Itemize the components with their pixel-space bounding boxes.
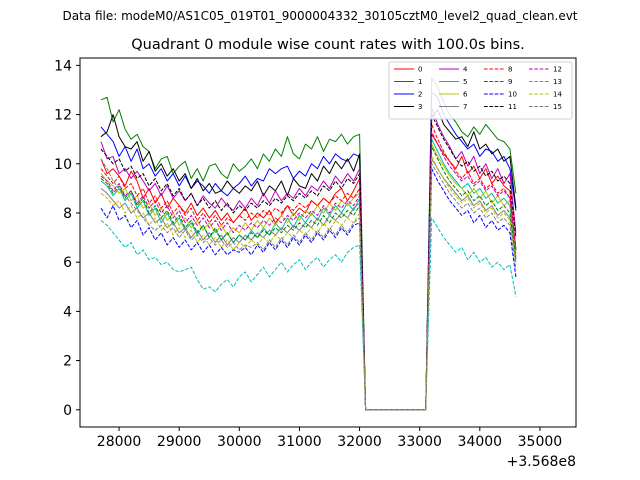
plot-lines bbox=[100, 77, 517, 411]
x-tick-label: 33000 bbox=[397, 434, 442, 450]
legend-label-12: 12 bbox=[553, 66, 562, 74]
series-line-4 bbox=[100, 106, 517, 411]
y-tick-label: 10 bbox=[54, 157, 72, 173]
series-line-6 bbox=[100, 143, 517, 411]
series-line-8 bbox=[100, 123, 517, 411]
series-line-1 bbox=[100, 77, 517, 411]
legend-label-9: 9 bbox=[508, 78, 512, 86]
legend-label-5: 5 bbox=[463, 78, 467, 86]
legend-label-2: 2 bbox=[418, 91, 422, 99]
legend-label-15: 15 bbox=[553, 103, 562, 111]
legend-label-11: 11 bbox=[508, 103, 517, 111]
series-line-14 bbox=[100, 155, 517, 411]
x-axis: 28000 29000 30000 31000 32000 33000 34000 35000 bbox=[97, 427, 562, 450]
x-tick-label: 35000 bbox=[518, 434, 563, 450]
legend-label-13: 13 bbox=[553, 78, 562, 86]
x-tick-label: 31000 bbox=[277, 434, 322, 450]
y-tick-label: 12 bbox=[54, 108, 72, 124]
y-tick-label: 4 bbox=[63, 304, 72, 320]
plot-frame bbox=[79, 57, 577, 428]
y-tick-label: 8 bbox=[63, 206, 72, 222]
y-tick-label: 0 bbox=[63, 403, 72, 419]
legend-label-10: 10 bbox=[508, 91, 517, 99]
series-line-9 bbox=[100, 146, 517, 411]
series-line-0 bbox=[100, 133, 517, 411]
series-line-13 bbox=[100, 217, 517, 411]
legend-label-14: 14 bbox=[553, 91, 562, 99]
series-line-2 bbox=[100, 91, 517, 411]
chart-title: Quadrant 0 module wise count rates with … bbox=[131, 37, 525, 53]
legend-label-8: 8 bbox=[508, 66, 512, 74]
y-tick-label: 6 bbox=[63, 255, 72, 271]
legend-label-0: 0 bbox=[418, 66, 422, 74]
series-line-10 bbox=[100, 168, 517, 411]
series-line-5 bbox=[100, 138, 517, 411]
x-tick-label: 30000 bbox=[217, 434, 262, 450]
legend-box bbox=[388, 61, 573, 120]
series-line-11 bbox=[100, 114, 517, 411]
figure-suptitle: Data file: modeM0/AS1C05_019T01_90000043… bbox=[62, 9, 577, 23]
series-line-7 bbox=[100, 158, 517, 411]
legend-label-3: 3 bbox=[418, 103, 422, 111]
x-offset-label: +3.568e8 bbox=[507, 454, 576, 470]
legend-label-4: 4 bbox=[463, 66, 468, 74]
x-tick-label: 28000 bbox=[97, 434, 142, 450]
x-tick-label: 32000 bbox=[337, 434, 382, 450]
x-tick-label: 29000 bbox=[157, 434, 202, 450]
legend-label-7: 7 bbox=[463, 103, 467, 111]
y-tick-label: 2 bbox=[63, 354, 72, 370]
legend-label-6: 6 bbox=[463, 91, 468, 99]
y-axis: 0 2 4 6 8 10 12 14 bbox=[54, 58, 80, 419]
series-line-15 bbox=[100, 158, 517, 411]
legend-label-1: 1 bbox=[418, 78, 422, 86]
series-line-3 bbox=[100, 109, 517, 411]
x-tick-label: 34000 bbox=[458, 434, 503, 450]
y-tick-label: 14 bbox=[54, 58, 72, 74]
